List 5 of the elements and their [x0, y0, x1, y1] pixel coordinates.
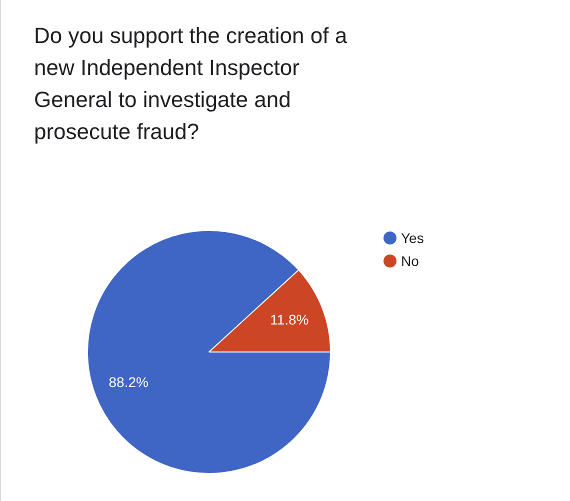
data-label: 11.8% — [270, 312, 309, 328]
legend-label: Yes — [401, 230, 424, 246]
data-label: 88.2% — [108, 374, 148, 390]
legend-label: No — [401, 252, 420, 269]
chart-title: Do you support the creation of a new Independent Inspector General to investigate and prosecute fraud? — [34, 22, 348, 146]
